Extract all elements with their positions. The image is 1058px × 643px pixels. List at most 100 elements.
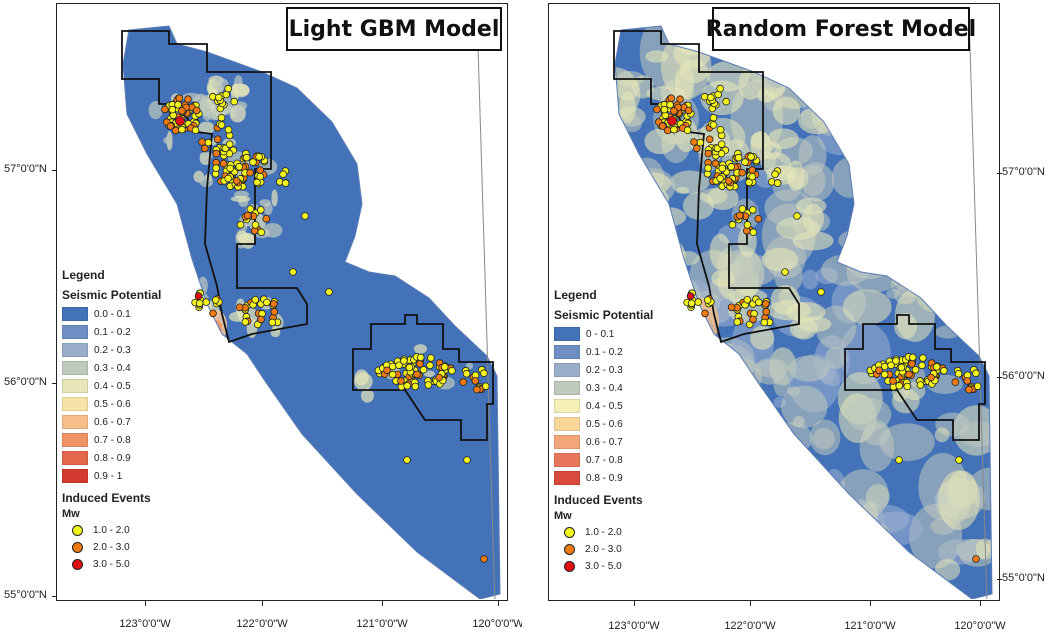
event-marker-icon: [72, 525, 83, 536]
legend-class-label: 0.4 - 0.5: [94, 380, 131, 392]
potential-patch: [869, 511, 923, 546]
induced-event-marker: [192, 106, 201, 115]
potential-patch: [656, 283, 684, 315]
legend-event-row: 1.0 - 2.0: [554, 524, 653, 541]
induced-event-marker: [724, 177, 733, 185]
induced-event-marker: [230, 97, 239, 106]
potential-patch: [862, 542, 902, 581]
potential-patch: [616, 78, 639, 101]
potential-patch: [714, 356, 763, 397]
induced-event-marker: [755, 298, 763, 307]
rf-lat-tick: [997, 579, 1002, 580]
potential-patch: [686, 420, 724, 445]
potential-patch: [615, 152, 650, 216]
induced-event-marker: [235, 303, 244, 312]
induced-event-marker: [208, 92, 217, 101]
potential-patch: [979, 37, 992, 76]
lgbm-lat-tick: [52, 596, 57, 597]
potential-patch: [706, 61, 750, 92]
legend-class-row: 0.2 - 0.3: [62, 341, 161, 359]
induced-event-marker: [178, 125, 186, 134]
legend-class-label: 0.3 - 0.4: [586, 382, 623, 394]
potential-patch: [423, 370, 435, 378]
rf-lon-123: 123°0'0"W: [608, 620, 660, 632]
induced-event-marker: [215, 93, 223, 102]
induced-event-marker: [383, 366, 391, 375]
induced-event-marker: [887, 361, 895, 370]
potential-patch: [211, 77, 229, 91]
potential-patch: [184, 279, 195, 292]
legend-title: Legend: [554, 288, 597, 302]
potential-patch: [148, 101, 163, 120]
potential-patch: [853, 183, 887, 223]
induced-event-marker: [413, 370, 421, 379]
potential-patch: [688, 420, 711, 444]
potential-patch: [855, 197, 881, 214]
induced-event-marker: [875, 366, 883, 375]
potential-patch: [835, 86, 859, 103]
legend-event-row: 2.0 - 3.0: [62, 539, 161, 556]
potential-patch: [792, 231, 834, 251]
potential-patch: [645, 50, 669, 63]
induced-event-marker: [416, 353, 425, 362]
potential-patch: [921, 130, 951, 152]
events-subtitle: Mw: [554, 510, 572, 522]
rf-lat-56: 56°0'0"N: [1002, 370, 1045, 382]
induced-event-marker: [471, 377, 480, 385]
induced-event-marker: [255, 153, 263, 161]
panel-divider: [522, 0, 536, 643]
induced-event-marker: [690, 138, 698, 146]
legend-class-row: 0.3 - 0.4: [62, 359, 161, 377]
potential-patch: [718, 496, 760, 517]
induced-event-marker: [194, 292, 203, 300]
legend-class-label: 0.6 - 0.7: [586, 436, 623, 448]
induced-event-marker: [268, 318, 277, 327]
induced-event-marker: [225, 140, 234, 149]
potential-patch: [648, 254, 682, 301]
potential-patch: [189, 313, 199, 321]
induced-event-marker: [212, 149, 221, 158]
event-marker-icon: [564, 544, 575, 555]
potential-patch: [895, 178, 934, 226]
lgbm-map-frame: [56, 3, 508, 601]
legend-event-label: 3.0 - 5.0: [93, 559, 130, 570]
lgbm-lat-55: 55°0'0"N: [4, 589, 47, 601]
potential-patch: [615, 259, 643, 274]
legend-swatch: [554, 435, 580, 449]
legend-events: Induced Events Mw 1.0 - 2.0 2.0 - 3.0 3.0 …: [554, 493, 653, 575]
legend-swatch: [62, 343, 88, 357]
induced-event-marker: [704, 164, 712, 172]
potential-patch: [842, 289, 892, 325]
induced-event-marker: [965, 385, 973, 394]
legend-title: Legend: [62, 268, 105, 282]
potential-patch: [914, 226, 933, 243]
induced-event-marker: [213, 135, 222, 144]
potential-patch: [862, 420, 890, 446]
potential-patch: [790, 524, 838, 595]
potential-patch: [852, 82, 871, 106]
potential-patch: [651, 381, 705, 419]
potential-patch: [864, 568, 889, 596]
potential-patch: [811, 59, 844, 92]
induced-event-marker: [270, 307, 279, 316]
induced-event-marker: [670, 107, 678, 115]
event-marker-icon: [564, 527, 575, 538]
induced-event-marker: [217, 121, 226, 129]
potential-patch: [742, 446, 799, 512]
legend-class-row: 0.7 - 0.8: [62, 431, 161, 449]
legend-event-label: 1.0 - 2.0: [93, 525, 130, 536]
legend-class-label: 0.7 - 0.8: [94, 434, 131, 446]
potential-patch: [694, 435, 743, 503]
induced-event-marker: [880, 370, 889, 379]
potential-patch: [672, 522, 693, 538]
induced-event-marker: [722, 97, 731, 106]
legend-class-row: 0.5 - 0.6: [554, 415, 653, 433]
potential-patch: [945, 61, 960, 78]
legend-swatch: [554, 345, 580, 359]
induced-event-marker: [895, 381, 904, 390]
rf-map-frame: [548, 3, 1000, 601]
lgbm-lon-122: 122°0'0"W: [236, 618, 288, 630]
events-subtitle: Mw: [62, 508, 80, 520]
induced-event-marker: [246, 168, 254, 177]
potential-patch: [198, 121, 215, 135]
